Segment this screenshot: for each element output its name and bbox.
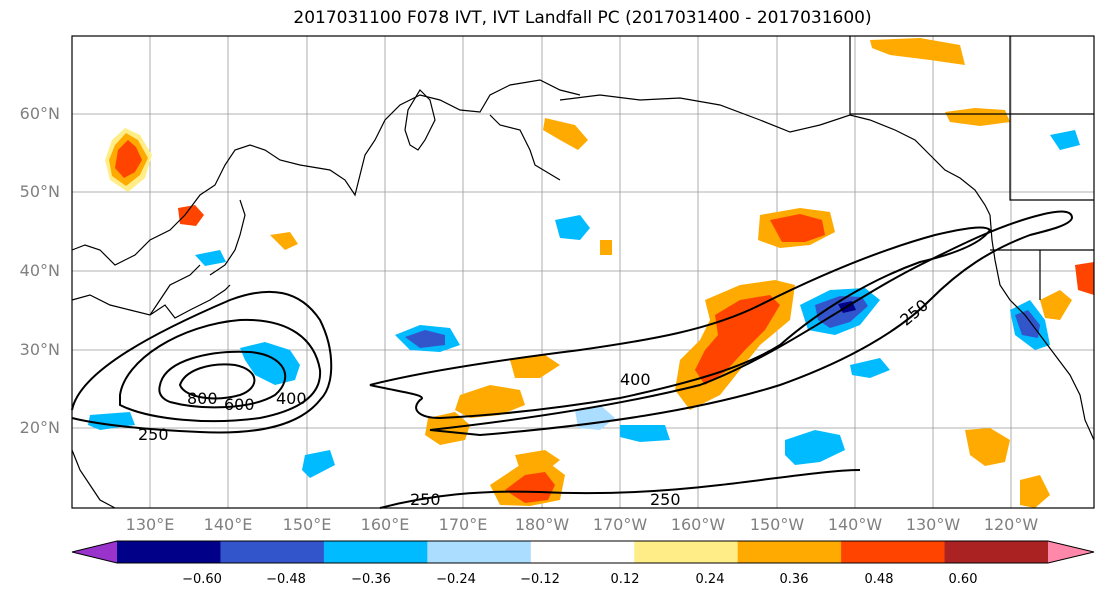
- contour-label: 800: [187, 389, 218, 408]
- lon-label: 120°W: [983, 515, 1039, 534]
- lon-label: 170°E: [438, 515, 488, 534]
- colorbar-tick-label: 0.24: [695, 572, 725, 587]
- lon-label: 180°W: [514, 515, 570, 534]
- contour-400: [119, 318, 322, 423]
- contour-600: [158, 350, 287, 409]
- colorbar-outline: [71, 540, 1095, 564]
- colorbar-tick-label: −0.36: [351, 572, 391, 587]
- contour-250-east: [429, 210, 1074, 437]
- colorbar: [71, 540, 1095, 564]
- lon-label: 140°W: [827, 515, 883, 534]
- colorbar-tick-label: −0.60: [182, 572, 222, 587]
- contour-250-west: [71, 290, 333, 434]
- colorbar-segment: [427, 541, 532, 563]
- lat-label: 20°N: [19, 418, 60, 437]
- colorbar-segment: [220, 541, 325, 563]
- contour-400-east: [369, 226, 992, 420]
- colorbar-segment: [944, 541, 1049, 563]
- colorbar-segment: [634, 541, 739, 563]
- map-frame: [71, 35, 1095, 509]
- contour-250-south: [379, 469, 861, 509]
- lat-label: 30°N: [19, 340, 60, 359]
- lon-label: 160°W: [670, 515, 726, 534]
- lat-label: 40°N: [19, 261, 60, 280]
- colorbar-tick-label: 0.12: [610, 572, 640, 587]
- colorbar-segment: [737, 541, 842, 563]
- contour-label: 250: [650, 490, 681, 509]
- colorbar-tick-label: −0.12: [520, 572, 560, 587]
- contour-800: [178, 363, 256, 400]
- lon-label: 150°E: [282, 515, 332, 534]
- colorbar-tick-label: 0.48: [864, 572, 894, 587]
- contour-label: 250: [410, 490, 441, 509]
- ivt-contours: [71, 210, 1074, 509]
- colorbar-segment: [323, 541, 428, 563]
- map-title: 2017031100 F078 IVT, IVT Landfall PC (20…: [293, 8, 872, 28]
- contour-label: 400: [620, 370, 651, 389]
- lon-label: 130°E: [125, 515, 175, 534]
- contour-label: 600: [224, 395, 255, 414]
- lon-label: 170°W: [592, 515, 648, 534]
- contour-label: 400: [276, 389, 307, 408]
- colorbar-segment: [530, 541, 635, 563]
- lon-label: 130°W: [905, 515, 961, 534]
- colorbar-extend-high: [1048, 541, 1094, 563]
- coastlines: [71, 36, 1095, 509]
- lon-label: 160°E: [360, 515, 410, 534]
- colorbar-segment: [841, 541, 946, 563]
- contour-label: 250: [138, 425, 169, 444]
- colorbar-tick-label: 0.36: [779, 572, 809, 587]
- colorbar-segment: [117, 541, 221, 563]
- colorbar-tick-label: −0.48: [266, 572, 306, 587]
- lon-label: 140°E: [203, 515, 253, 534]
- lat-label: 50°N: [19, 182, 60, 201]
- map-panel: [72, 36, 1094, 508]
- colorbar-tick-label: 0.60: [948, 572, 978, 587]
- lon-label: 150°W: [749, 515, 805, 534]
- colorbar-tick-label: −0.24: [436, 572, 476, 587]
- negative-anomaly-patches: [88, 130, 1080, 478]
- lat-label: 60°N: [19, 104, 60, 123]
- colorbar-extend-low: [72, 541, 117, 563]
